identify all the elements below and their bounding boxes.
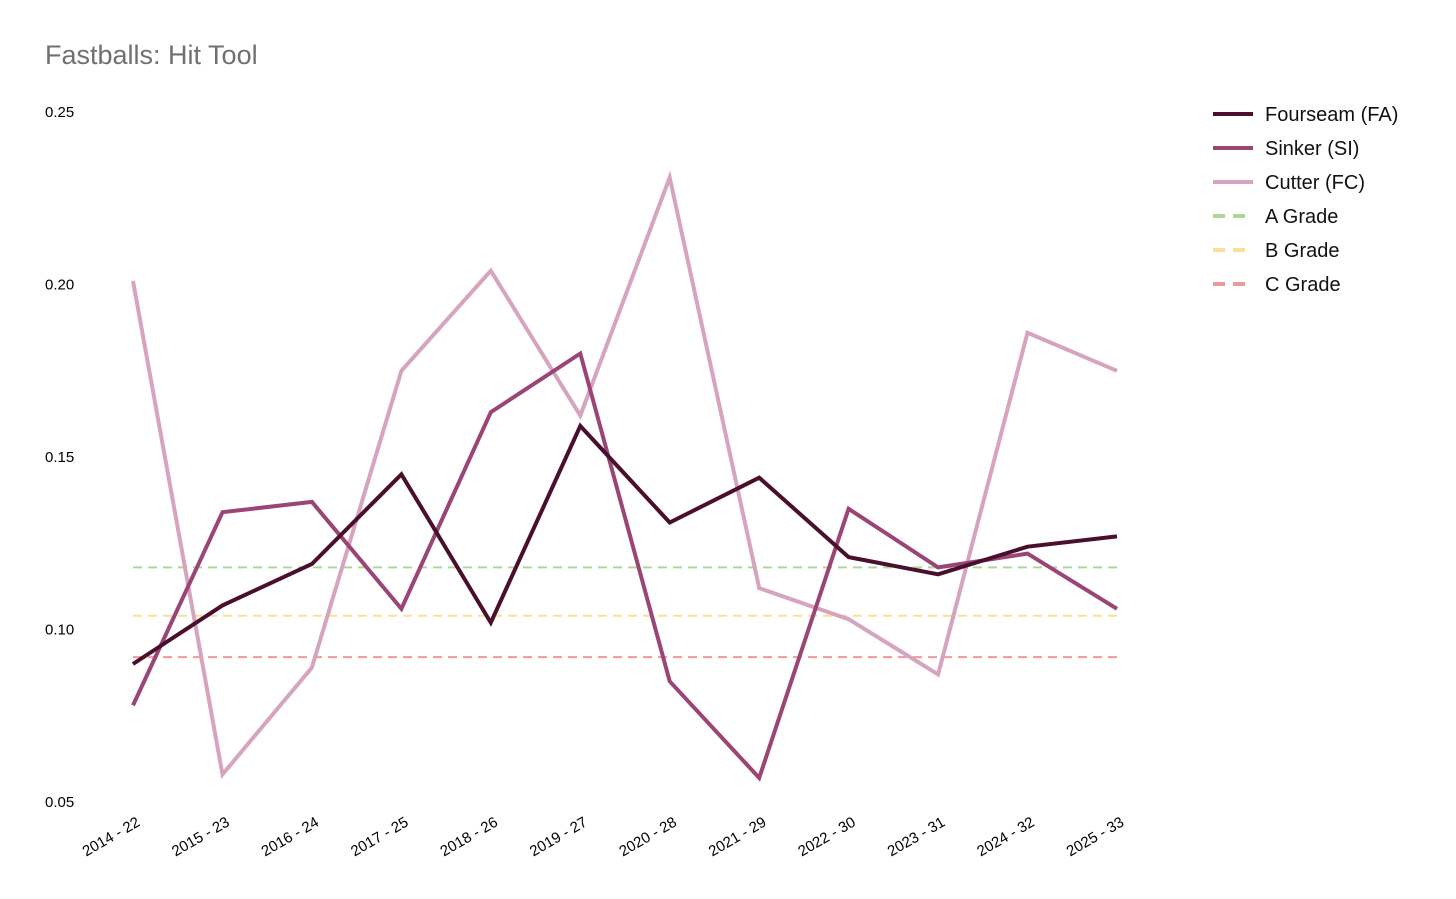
y-tick-label: 0.20 bbox=[45, 277, 74, 294]
y-tick-label: 0.15 bbox=[45, 449, 74, 466]
series-line-sinker-si bbox=[131, 350, 1119, 782]
x-tick-label: 2021 - 29 bbox=[706, 814, 769, 860]
legend-label-a-grade: A Grade bbox=[1265, 206, 1338, 228]
legend-label-fourseam-fa: Fourseam (FA) bbox=[1265, 104, 1398, 126]
legend: Fourseam (FA) Sinker (SI) Cutter (FC) A Gra… bbox=[1213, 104, 1398, 296]
y-axis-ticks: 0.05 0.10 0.15 0.20 0.25 bbox=[45, 104, 74, 811]
legend-label-sinker-si: Sinker (SI) bbox=[1265, 138, 1359, 160]
series-lines bbox=[131, 170, 1119, 782]
legend-label-c-grade: C Grade bbox=[1265, 274, 1341, 296]
x-tick-label: 2017 - 25 bbox=[348, 814, 411, 860]
x-tick-label: 2015 - 23 bbox=[169, 814, 232, 860]
x-tick-label: 2019 - 27 bbox=[527, 814, 590, 860]
y-tick-label: 0.10 bbox=[45, 622, 74, 639]
x-tick-label: 2018 - 26 bbox=[437, 814, 500, 860]
chart-title: Fastballs: Hit Tool bbox=[45, 40, 258, 70]
legend-label-b-grade: B Grade bbox=[1265, 240, 1339, 262]
x-axis-ticks: 2014 - 22 2015 - 23 2016 - 24 2017 - 25 2018… bbox=[80, 814, 1127, 860]
x-tick-label: 2016 - 24 bbox=[259, 814, 322, 860]
x-tick-label: 2020 - 28 bbox=[616, 814, 679, 860]
y-tick-label: 0.25 bbox=[45, 104, 74, 121]
legend-label-cutter-fc: Cutter (FC) bbox=[1265, 172, 1365, 194]
x-tick-label: 2025 - 33 bbox=[1064, 814, 1127, 860]
x-tick-label: 2023 - 31 bbox=[885, 814, 948, 860]
x-tick-label: 2014 - 22 bbox=[80, 814, 143, 860]
x-tick-label: 2024 - 32 bbox=[974, 814, 1037, 860]
x-tick-label: 2022 - 30 bbox=[795, 814, 858, 860]
series-line-fourseam-fa bbox=[131, 422, 1118, 666]
series-line-cutter-fc bbox=[131, 170, 1118, 779]
y-tick-label: 0.05 bbox=[45, 794, 74, 811]
